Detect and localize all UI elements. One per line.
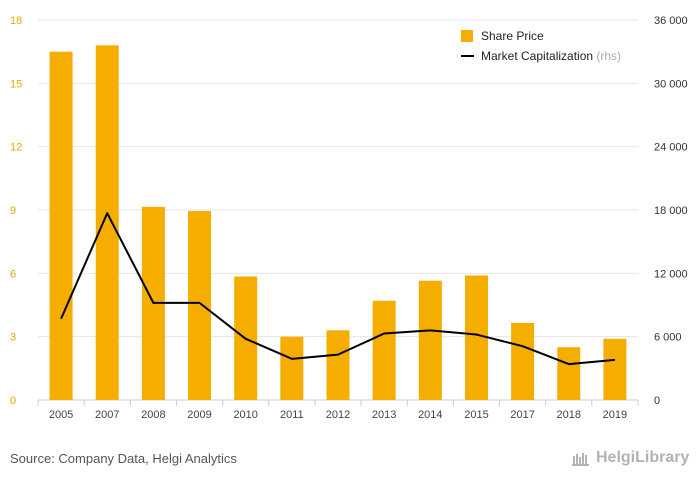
combo-chart: 0 3 6 9 12 15 18 0 6 000 12 000 18 000 24 000 30 000… (10, 15, 688, 421)
helgilibrary-logo[interactable]: HelgiLibrary (572, 449, 689, 467)
x-tick-label: 2007 (95, 409, 119, 421)
share-price-bar (557, 347, 581, 400)
y-right-tick-label: 24 000 (654, 142, 688, 154)
x-tick-label: 2009 (187, 409, 211, 421)
x-tick-label: 2012 (326, 409, 350, 421)
source-note: Source: Company Data, Helgi Analytics (10, 451, 237, 466)
logo-text: HelgiLibrary (596, 449, 690, 466)
share-price-bar (511, 322, 535, 400)
y-left-tick-label: 15 (10, 78, 22, 90)
x-tick-label: 2013 (372, 409, 396, 421)
share-price-bar (418, 280, 442, 400)
legend-swatch-share-price (461, 30, 473, 42)
x-tick-label: 2018 (557, 409, 581, 421)
legend-rhs-note: (rhs) (596, 49, 621, 63)
y-right-tick-label: 30 000 (654, 78, 688, 90)
y-left-tick-label: 0 (10, 395, 16, 407)
y-left-tick-label: 12 (10, 142, 22, 154)
share-price-bar (95, 45, 119, 400)
y-left-tick-label: 18 (10, 15, 22, 27)
y-right-tick-label: 6 000 (654, 332, 682, 344)
x-tick-label: 2010 (233, 409, 257, 421)
y-left-tick-label: 3 (10, 332, 16, 344)
share-price-bar (603, 338, 627, 400)
legend-label-market-cap: Market Capitalization (rhs) (481, 49, 621, 63)
share-price-bar (280, 336, 304, 400)
share-price-bar (188, 211, 212, 400)
y-right-tick-label: 12 000 (654, 268, 688, 280)
x-tick-label: 2014 (418, 409, 442, 421)
x-tick-label: 2015 (464, 409, 488, 421)
x-tick-label: 2011 (280, 409, 304, 421)
x-tick-label: 2008 (141, 409, 165, 421)
share-price-bar (464, 275, 488, 400)
y-left-tick-label: 6 (10, 268, 16, 280)
y-right-tick-label: 18 000 (654, 205, 688, 217)
y-right-tick-label: 0 (654, 395, 660, 407)
x-tick-label: 2005 (49, 409, 73, 421)
y-right-tick-label: 36 000 (654, 15, 688, 27)
legend-label-share-price: Share Price (481, 29, 544, 43)
x-tick-label: 2017 (510, 409, 534, 421)
y-left-tick-label: 9 (10, 205, 16, 217)
share-price-bar (49, 51, 73, 401)
x-tick-label: 2019 (603, 409, 627, 421)
share-price-bar (326, 330, 350, 400)
share-price-bar (372, 300, 396, 400)
library-logo-icon (572, 453, 589, 466)
